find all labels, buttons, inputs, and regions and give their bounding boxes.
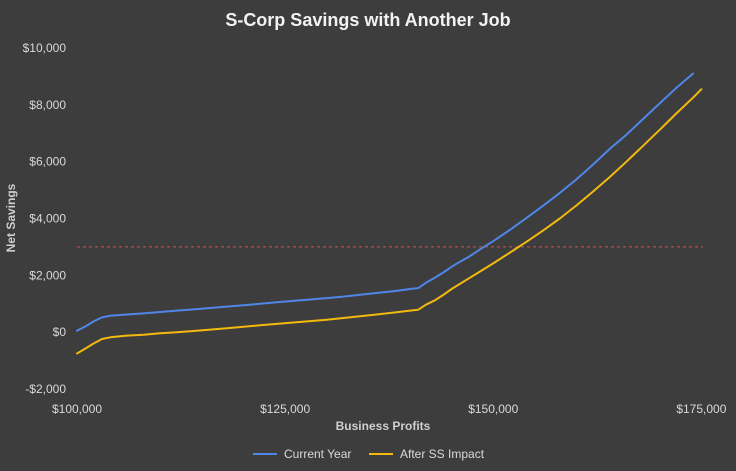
legend-label-current-year: Current Year bbox=[284, 447, 351, 461]
legend: Current Year After SS Impact bbox=[253, 447, 485, 461]
series-group bbox=[76, 72, 703, 355]
y-tick-label: -$2,000 bbox=[25, 382, 66, 396]
x-tick-label: $175,000 bbox=[676, 402, 726, 416]
legend-label-after-ss-impact: After SS Impact bbox=[400, 447, 485, 461]
x-tick-label: $100,000 bbox=[52, 402, 102, 416]
x-axis-title: Business Profits bbox=[336, 419, 431, 433]
y-tick-label: $8,000 bbox=[29, 98, 66, 112]
series-line-current-year bbox=[76, 72, 694, 332]
legend-item-after-ss-impact: After SS Impact bbox=[369, 447, 485, 461]
chart-title: S-Corp Savings with Another Job bbox=[225, 10, 510, 30]
series-line-after-ss-impact bbox=[76, 88, 703, 355]
y-tick-label: $4,000 bbox=[29, 212, 66, 226]
x-axis-ticks: $100,000 $125,000 $150,000 $175,000 bbox=[52, 402, 727, 416]
y-axis-title: Net Savings bbox=[4, 183, 18, 252]
y-tick-label: $10,000 bbox=[23, 41, 67, 55]
x-tick-label: $125,000 bbox=[260, 402, 310, 416]
y-tick-label: $6,000 bbox=[29, 155, 66, 169]
y-tick-label: $0 bbox=[53, 325, 67, 339]
legend-item-current-year: Current Year bbox=[253, 447, 351, 461]
y-axis-ticks: -$2,000 $0 $2,000 $4,000 $6,000 $8,000 $10,000 bbox=[23, 41, 67, 396]
y-tick-label: $2,000 bbox=[29, 268, 66, 282]
x-tick-label: $150,000 bbox=[468, 402, 518, 416]
